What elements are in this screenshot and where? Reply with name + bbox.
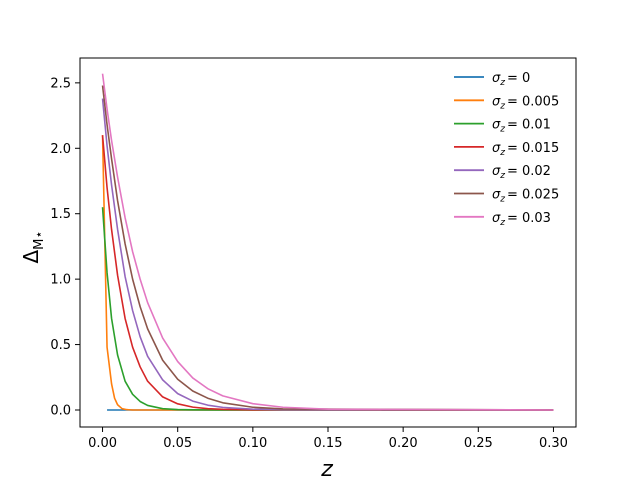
legend-label: σz = 0.005: [492, 94, 559, 111]
y-tick-label: 2.0: [50, 142, 71, 157]
x-tick-label: 0.05: [163, 436, 192, 451]
legend-label: σz = 0.03: [492, 211, 551, 228]
series-line-1: [101, 135, 554, 411]
y-tick-label: 1.5: [50, 207, 71, 222]
plot-frame: [79, 57, 577, 428]
y-tick-label: 1.0: [50, 273, 71, 288]
series-line-3: [101, 135, 554, 411]
series-line-4: [101, 98, 554, 411]
x-axis-label: z: [320, 457, 333, 480]
y-axis-label-subscript: M⋆: [32, 230, 47, 249]
series-line-2: [101, 207, 554, 411]
series-layer: [101, 73, 554, 411]
legend-label: σz = 0.015: [492, 141, 559, 158]
y-tick-label: 0.0: [50, 403, 71, 418]
series-line-6: [101, 73, 554, 411]
legend-label: σz = 0.01: [492, 118, 551, 135]
legend-label: σz = 0: [492, 71, 530, 88]
x-tick-label: 0.15: [314, 436, 343, 451]
y-axis: 0.0 0.5 1.0 1.5 2.0 2.5: [50, 76, 80, 418]
legend-label: σz = 0.025: [492, 188, 559, 205]
y-axis-label: ΔM⋆: [19, 230, 47, 263]
x-tick-label: 0.20: [389, 436, 418, 451]
x-tick-label: 0.00: [88, 436, 117, 451]
legend: σz = 0 σz = 0.005 σz = 0.01 σz = 0.015 σz = 0.02 σ…: [454, 71, 559, 228]
y-tick-label: 2.5: [50, 76, 71, 91]
series-line-5: [101, 85, 554, 411]
x-axis: 0.00 0.05 0.10 0.15 0.20 0.25 0.30: [88, 427, 568, 451]
legend-label: σz = 0.02: [492, 164, 551, 181]
x-tick-label: 0.25: [464, 436, 493, 451]
y-axis-label-main: Δ: [19, 250, 43, 264]
x-tick-label: 0.10: [238, 436, 267, 451]
y-tick-label: 0.5: [50, 338, 71, 353]
x-tick-label: 0.30: [539, 436, 568, 451]
